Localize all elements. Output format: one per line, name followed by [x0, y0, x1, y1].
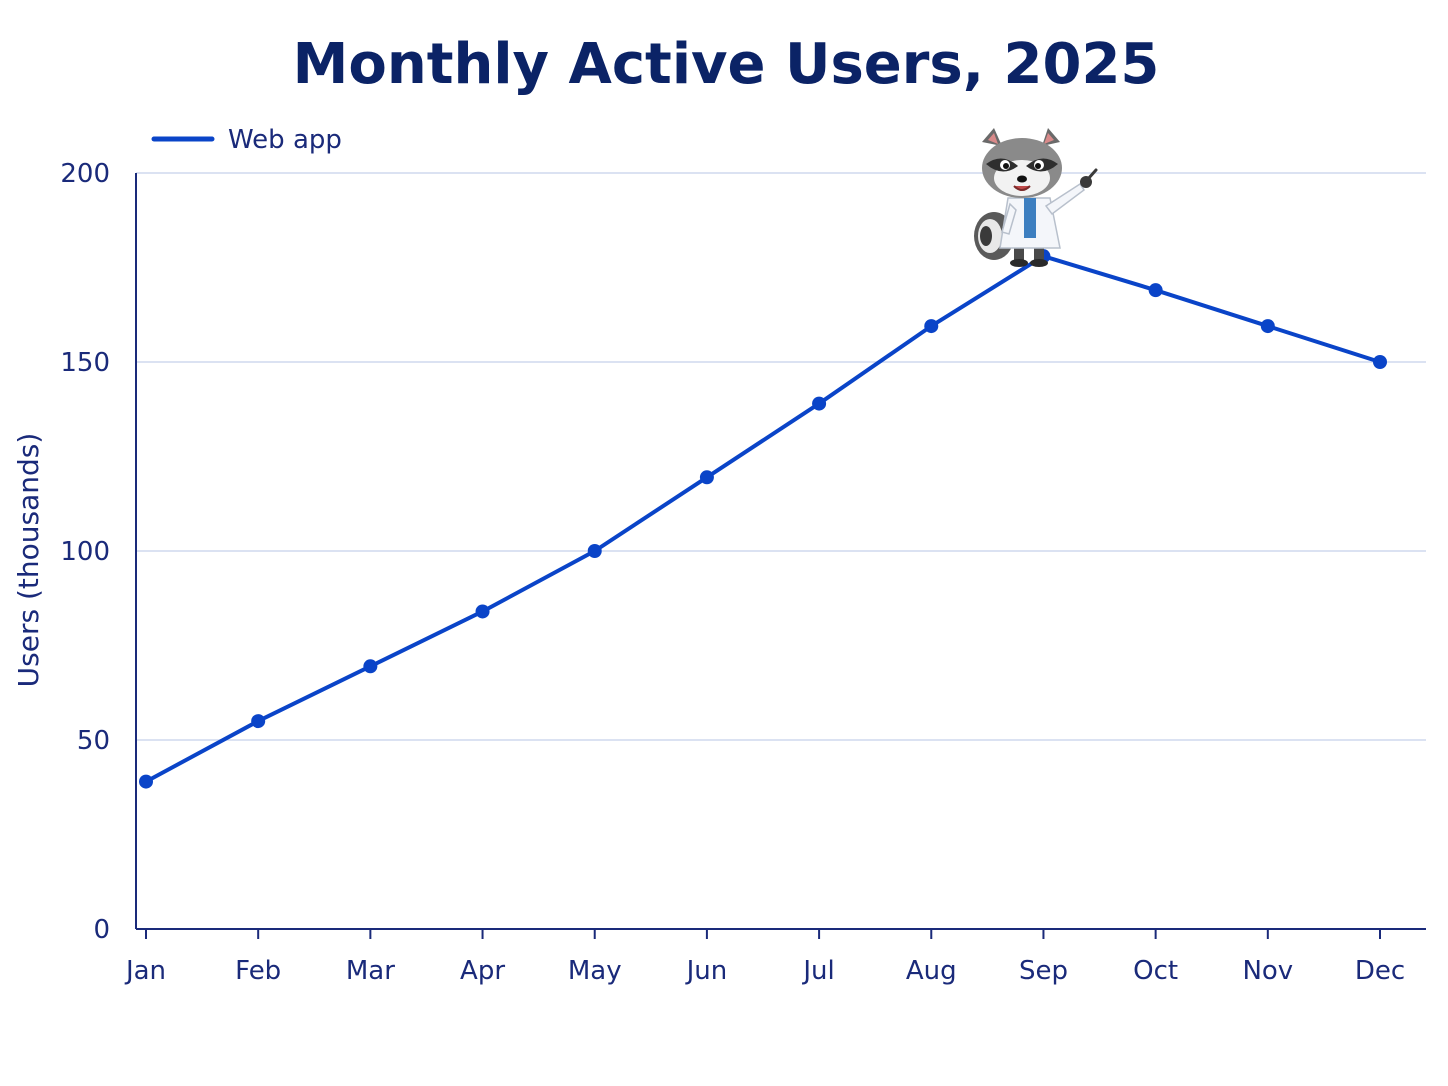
series-line-web-app — [144, 254, 1382, 784]
data-point-apr — [475, 604, 490, 619]
series-web-app — [139, 249, 1387, 789]
y-tick-label-50: 50 — [77, 726, 110, 756]
raccoon-mascot-icon — [974, 128, 1098, 267]
axes — [135, 173, 1426, 939]
x-tick-label-mar: Mar — [346, 956, 395, 986]
data-point-dec — [1373, 355, 1387, 369]
x-tick-label-feb: Feb — [235, 956, 281, 986]
data-point-jul — [812, 396, 827, 411]
y-tick-label-200: 200 — [60, 159, 110, 189]
x-tick-label-jul: Jul — [801, 956, 834, 986]
y-tick-label-150: 150 — [60, 348, 110, 378]
y-tick-label-100: 100 — [60, 537, 110, 567]
x-tick-label-sep: Sep — [1019, 956, 1068, 986]
x-tick-labels: Jan Feb Mar Apr May Jun Jul Aug Sep Oct Nov Dec — [124, 956, 1405, 986]
data-point-jan — [139, 774, 153, 789]
x-tick-label-aug: Aug — [906, 956, 957, 986]
x-tick-label-oct: Oct — [1133, 956, 1178, 986]
x-tick-label-may: May — [568, 956, 622, 986]
legend-label-web-app: Web app — [228, 125, 342, 155]
data-point-jun — [699, 470, 714, 485]
data-point-nov — [1260, 319, 1275, 334]
data-point-mar — [363, 659, 378, 674]
chart-title: Monthly Active Users, 2025 — [293, 32, 1160, 97]
x-tick-label-jun: Jun — [685, 956, 728, 986]
data-point-feb — [251, 714, 266, 729]
grid-lines — [136, 172, 1426, 741]
legend: Web app — [151, 125, 342, 155]
data-point-may — [587, 544, 602, 558]
x-tick-label-nov: Nov — [1242, 956, 1293, 986]
y-tick-labels: 0 50 100 150 200 — [60, 159, 110, 945]
data-point-aug — [924, 319, 939, 334]
y-tick-label-0: 0 — [93, 915, 110, 945]
x-tick-label-apr: Apr — [460, 956, 505, 986]
x-tick-label-jan: Jan — [124, 956, 166, 986]
y-axis-label: Users (thousands) — [12, 433, 45, 688]
data-point-oct — [1148, 283, 1163, 298]
x-tick-label-dec: Dec — [1355, 956, 1405, 986]
